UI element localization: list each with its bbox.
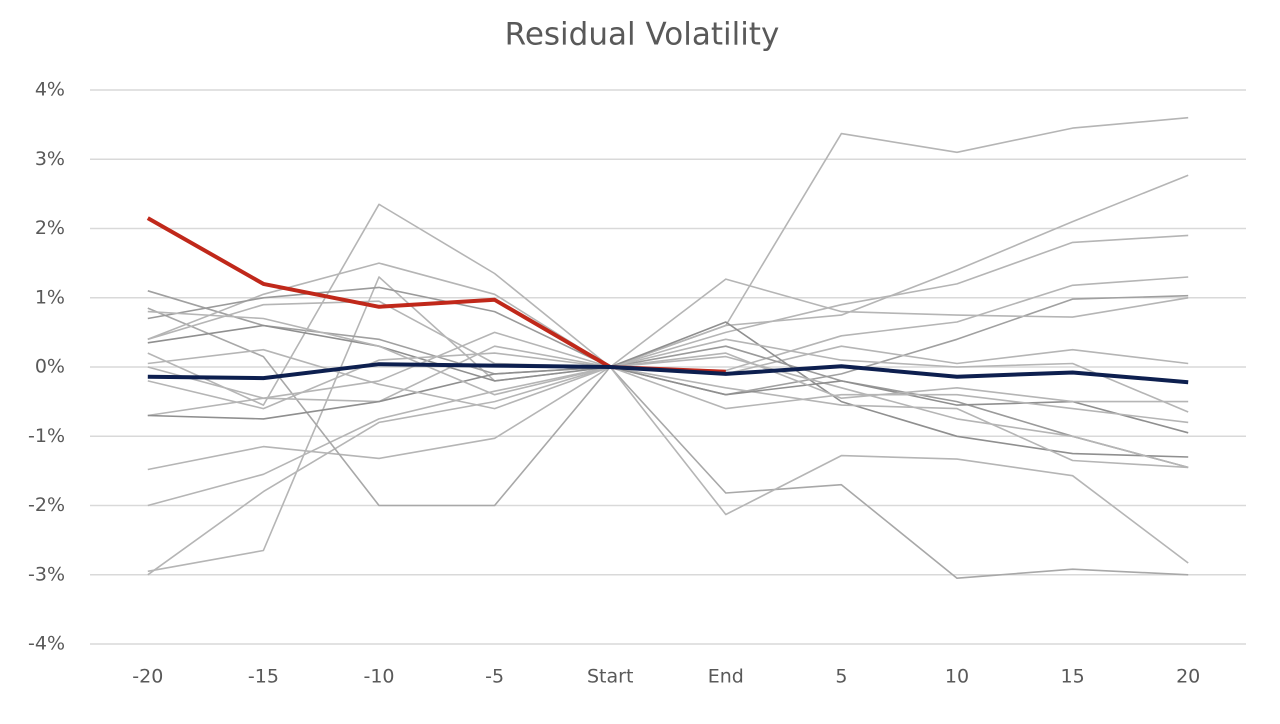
x-tick-label: 15: [1061, 666, 1085, 688]
y-tick-label: 4%: [35, 79, 65, 101]
series-line: [147, 174, 1189, 573]
chart-title: Residual Volatility: [505, 17, 780, 53]
x-tick-label: -20: [132, 666, 163, 688]
series-line: [146, 216, 726, 374]
y-tick-label: -1%: [28, 425, 65, 447]
x-tick-label: 20: [1176, 666, 1200, 688]
x-tick-label: Start: [587, 666, 633, 688]
series-line: [147, 262, 1189, 368]
x-tick-label: 5: [835, 666, 847, 688]
series-line: [147, 362, 1189, 385]
y-tick-label: -4%: [28, 633, 65, 655]
series-line: [147, 310, 1189, 424]
series-line: [147, 307, 1189, 579]
y-tick-label: 0%: [35, 356, 65, 378]
series-line: [147, 203, 1189, 564]
x-tick-label: -5: [485, 666, 504, 688]
x-tick-label: -15: [248, 666, 279, 688]
series-line: [147, 290, 1189, 396]
x-tick-label: End: [708, 666, 744, 688]
series-line: [147, 286, 1189, 469]
x-tick-label: 10: [945, 666, 969, 688]
series-line: [147, 338, 1189, 413]
series-line: [147, 366, 1189, 434]
series-line: [147, 331, 1189, 469]
y-tick-label: -3%: [28, 563, 65, 585]
series-line: [147, 352, 1189, 469]
series-line: [147, 234, 1189, 507]
y-tick-label: 3%: [35, 148, 65, 170]
x-tick-label: -10: [363, 666, 394, 688]
series-line: [147, 321, 1189, 458]
y-tick-label: 2%: [35, 217, 65, 239]
y-tick-label: -2%: [28, 494, 65, 516]
series-line: [147, 300, 1189, 403]
y-tick-label: 1%: [35, 286, 65, 308]
